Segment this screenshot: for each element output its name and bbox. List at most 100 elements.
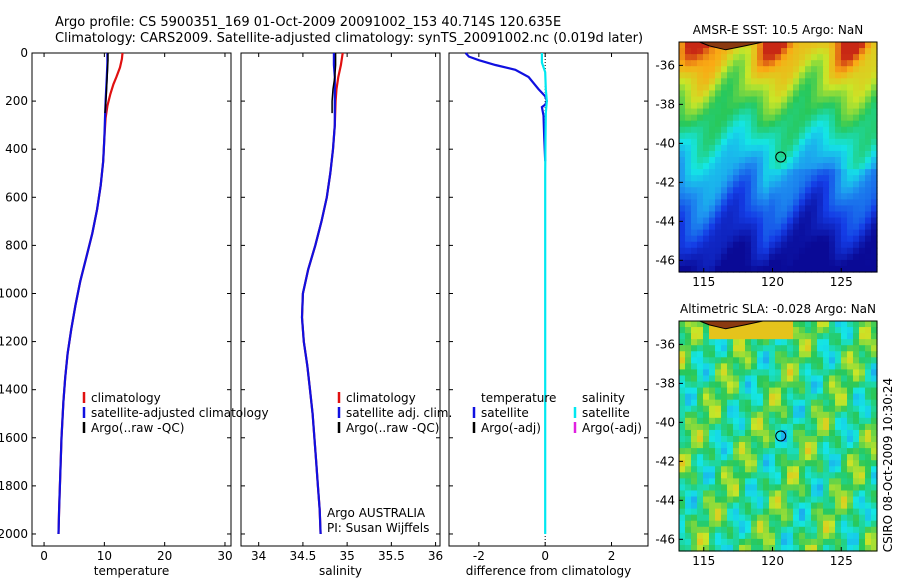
sst-map-cell	[679, 199, 686, 207]
sla-map-cell	[691, 345, 698, 352]
sst-map-cell	[691, 211, 698, 219]
sla-map-cell	[793, 490, 800, 498]
sla-map-cell	[787, 321, 794, 328]
sst-map-cell	[829, 205, 836, 213]
sla-map-cell	[757, 454, 764, 461]
sla-map-cell	[865, 532, 872, 540]
sst-map-cell	[703, 187, 710, 194]
sla-map-cell	[871, 405, 878, 413]
sst-map-cell	[769, 78, 776, 85]
sst-map-cell	[841, 90, 848, 98]
sst-map-cell	[823, 114, 830, 122]
sla-map-cell	[811, 490, 818, 498]
sst-map-cell	[751, 157, 758, 164]
sla-map-cell	[835, 502, 842, 510]
sst-map-cell	[733, 132, 740, 140]
sla-map-cell	[697, 544, 704, 552]
sla-map-cell	[709, 357, 716, 364]
sst-map-cell	[823, 96, 830, 104]
sla-map-cell	[799, 514, 806, 522]
sla-map-cell	[703, 460, 710, 467]
sst-map-cell	[781, 144, 788, 152]
sla-map-cell	[859, 363, 866, 371]
sst-map-cell	[685, 199, 692, 207]
sla-map-cell	[811, 466, 818, 473]
sst-map-cell	[775, 102, 782, 110]
sst-map-cell	[805, 102, 812, 110]
sst-map-cell	[775, 66, 782, 73]
sla-map-cell	[763, 393, 770, 401]
sla-map-cell	[841, 544, 848, 552]
sst-map-cell	[799, 211, 806, 219]
sla-map-cell	[871, 333, 878, 340]
sla-map-argo-location-marker	[775, 430, 787, 442]
sst-map-cell	[757, 66, 764, 73]
sst-map-cell	[817, 253, 824, 261]
sla-map-cell	[727, 538, 734, 546]
sst-map-cell	[757, 265, 764, 273]
sst-map-cell	[823, 217, 830, 225]
sst-map-cell	[865, 247, 872, 255]
sst-map-cell	[823, 211, 830, 219]
sst-map-cell	[763, 223, 770, 231]
sst-map-cell	[679, 235, 686, 243]
sla-map-cell	[745, 544, 752, 552]
sst-map-cell	[703, 199, 710, 207]
sst-map-cell	[799, 217, 806, 225]
sla-map-cell	[859, 399, 866, 407]
sla-map-cell	[853, 484, 860, 492]
sla-map-cell	[691, 460, 698, 467]
sst-map-cell	[709, 114, 716, 122]
sla-map-cell	[787, 478, 794, 486]
sst-map-cell	[805, 157, 812, 164]
sla-map-cell	[799, 490, 806, 498]
sla-map-cell	[709, 393, 716, 401]
sla-map-cell	[853, 405, 860, 413]
sst-map-cell	[823, 54, 830, 61]
sst-map-cell	[733, 199, 740, 207]
sst-map-cell	[739, 48, 746, 55]
sst-map-cell	[853, 211, 860, 219]
sst-map-cell	[745, 169, 752, 176]
sla-map-cell	[745, 333, 752, 340]
sla-map-cell	[865, 363, 872, 371]
sst-map-cell	[823, 78, 830, 85]
sst-map-cell	[697, 150, 704, 158]
sst-map-cell	[715, 211, 722, 219]
sst-map-cell	[823, 181, 830, 188]
sla-map-cell	[829, 387, 836, 395]
sla-map-cell	[727, 496, 734, 504]
sst-map-cell	[697, 54, 704, 61]
sst-map-cell	[871, 259, 878, 267]
sst-map-cell	[793, 66, 800, 73]
sst-map-cell	[835, 66, 842, 73]
sla-map-cell	[781, 508, 788, 516]
sla-map-cell	[715, 351, 722, 358]
sla-map-cell	[811, 339, 818, 346]
sst-map-cell	[799, 235, 806, 243]
sla-map-cell	[691, 544, 698, 552]
sst-map-cell	[829, 211, 836, 219]
sst-map-cell	[793, 235, 800, 243]
sst-map-cell	[841, 181, 848, 188]
sla-map-cell	[829, 423, 836, 431]
sst-map-cell	[745, 187, 752, 194]
sla-map-cell	[841, 460, 848, 467]
sla-map-cell	[721, 508, 728, 516]
sst-map-cell	[865, 132, 872, 140]
sla-map-cell	[865, 327, 872, 334]
sla-map-cell	[721, 417, 728, 425]
sla-map-cell	[691, 333, 698, 340]
sst-map-cell	[847, 259, 854, 267]
sst-map-cell	[679, 108, 686, 116]
sla-map-cell	[769, 333, 776, 340]
sla-map-cell	[691, 514, 698, 522]
sst-map-cell	[847, 150, 854, 158]
sst-map-cell	[865, 138, 872, 146]
sla-map-cell	[823, 532, 830, 540]
sst-map-cell	[847, 102, 854, 110]
sla-map-cell	[823, 460, 830, 467]
sla-map-cell	[703, 544, 710, 552]
sla-map-cell	[793, 357, 800, 364]
sla-map-cell	[829, 369, 836, 377]
